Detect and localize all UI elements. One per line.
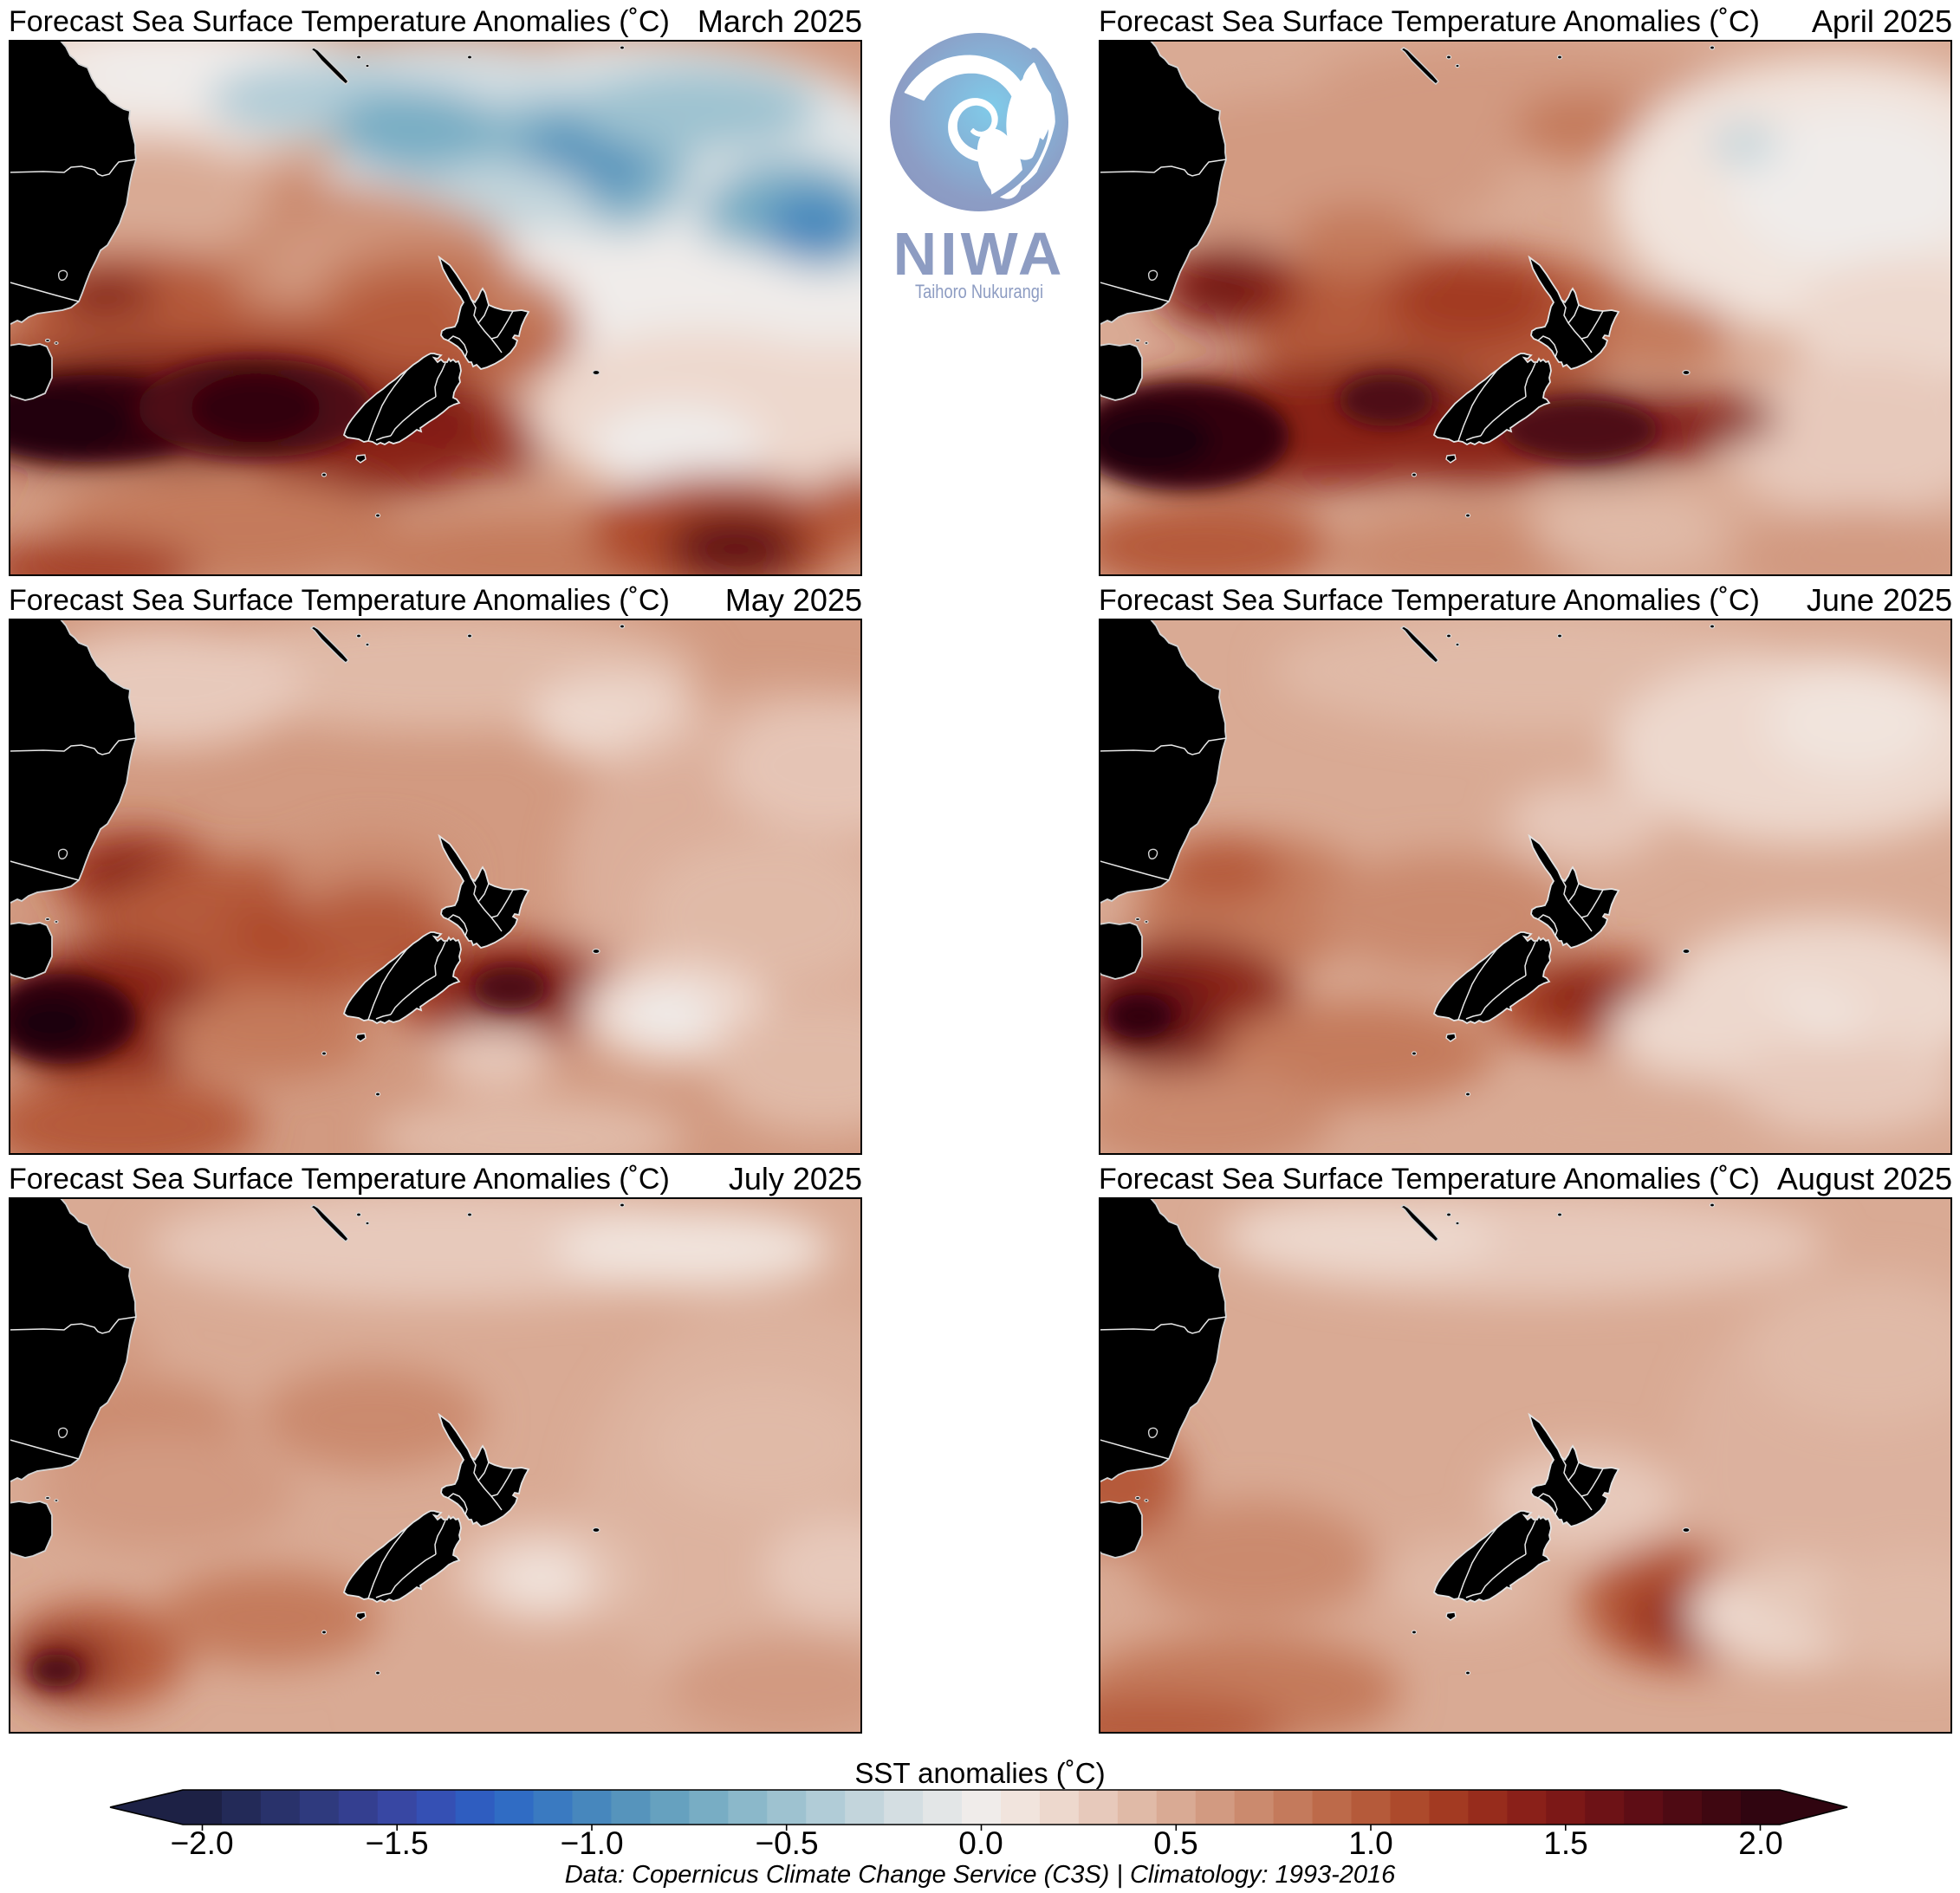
svg-text:Taihoro Nukurangi: Taihoro Nukurangi bbox=[915, 281, 1043, 302]
svg-text:NIWA: NIWA bbox=[893, 220, 1066, 288]
